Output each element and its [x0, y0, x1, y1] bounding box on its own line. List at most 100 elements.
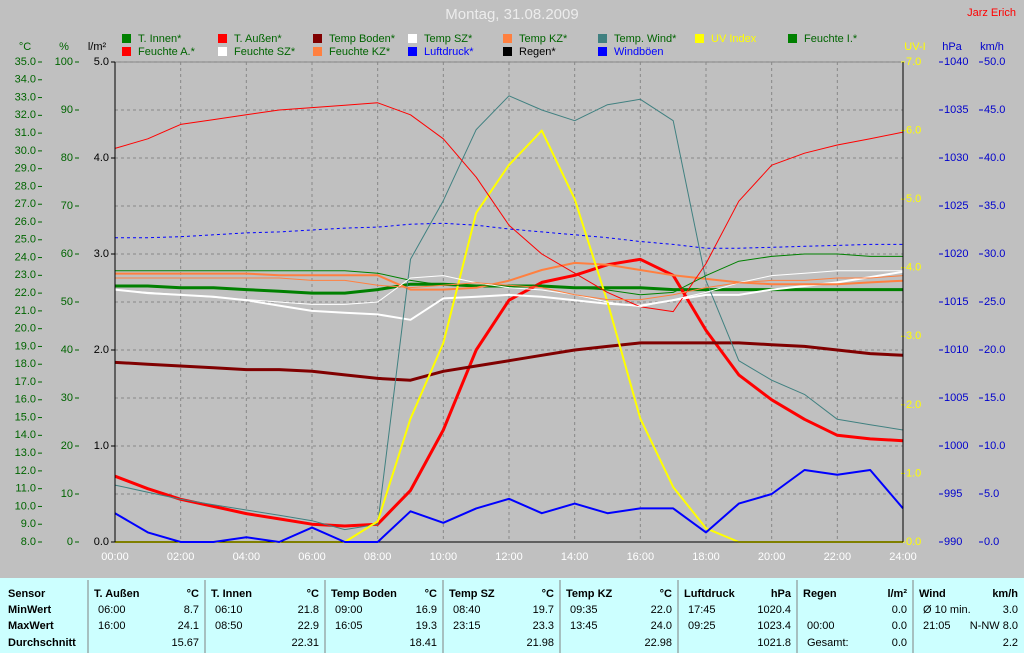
y-tick-label: 80: [61, 152, 73, 164]
y-tick-label: 1025: [944, 200, 968, 212]
legend-swatch: [788, 34, 797, 43]
y-tick-label: 1010: [944, 344, 968, 356]
legend-label: Luftdruck*: [424, 46, 474, 58]
table-cell: 1021.8: [757, 637, 791, 649]
y-tick-label: 20.0: [15, 323, 36, 335]
x-tick-label: 08:00: [364, 551, 392, 563]
legend-label: Feuchte SZ*: [234, 46, 296, 58]
y-tick-label: 9.0: [21, 518, 36, 530]
column-header: Luftdruck: [684, 588, 736, 600]
table-cell: 22.98: [644, 637, 672, 649]
legend-label: Regen*: [519, 46, 556, 58]
x-tick-label: 02:00: [167, 551, 195, 563]
legend-swatch: [122, 34, 131, 43]
table-cell: 08:50: [215, 620, 243, 632]
row-label: MaxWert: [8, 620, 54, 632]
legend-label: Temp. Wind*: [614, 33, 677, 45]
legend-swatch: [313, 47, 322, 56]
y-tick-label: 24.0: [15, 251, 36, 263]
legend-label: Temp SZ*: [424, 33, 473, 45]
y-tick-label: 15.0: [15, 411, 36, 423]
y-tick-label: 0: [67, 536, 73, 548]
y-tick-label: 22.0: [15, 287, 36, 299]
column-unit: °C: [307, 588, 319, 600]
table-cell: 21.8: [298, 604, 319, 616]
table-cell: 16.9: [416, 604, 437, 616]
y-tick-label: 26.0: [15, 216, 36, 228]
legend-label: Feuchte A.*: [138, 46, 196, 58]
legend-swatch: [218, 47, 227, 56]
column-unit: hPa: [771, 588, 792, 600]
table-cell: 15.67: [171, 637, 199, 649]
y-tick-label: 15.0: [984, 392, 1005, 404]
y-tick-label: 25.0: [984, 296, 1005, 308]
y-tick-label: 13.0: [15, 447, 36, 459]
legend-swatch: [598, 34, 607, 43]
axis-title: l/m²: [88, 41, 107, 53]
table-cell: 23.3: [533, 620, 554, 632]
legend-swatch: [408, 47, 417, 56]
column-header: T. Innen: [211, 588, 252, 600]
x-tick-label: 00:00: [101, 551, 129, 563]
legend-swatch: [695, 34, 704, 43]
table-cell: 23:15: [453, 620, 481, 632]
table-cell: 21.98: [526, 637, 554, 649]
y-tick-label: 25.0: [15, 234, 36, 246]
y-tick-label: 29.0: [15, 163, 36, 175]
series-line: [115, 275, 904, 301]
column-unit: °C: [425, 588, 437, 600]
table-cell: 16:00: [98, 620, 126, 632]
table-cell: 19.3: [416, 620, 437, 632]
table-cell: 1023.4: [757, 620, 791, 632]
x-tick-label: 22:00: [824, 551, 852, 563]
y-tick-label: 1020: [944, 248, 968, 260]
table-cell: 0.0: [892, 637, 907, 649]
table-cell: 0.0: [892, 620, 907, 632]
series-line: [114, 270, 904, 321]
series-line: [114, 257, 904, 528]
y-tick-label: 20: [61, 440, 73, 452]
y-tick-label: 1.0: [94, 440, 109, 452]
legend-swatch: [408, 34, 417, 43]
series-line: [114, 469, 904, 543]
y-tick-label: 18.0: [15, 358, 36, 370]
axis-title: km/h: [980, 41, 1004, 53]
table-cell: N-NW 8.0: [970, 620, 1018, 632]
table-cell: 09:25: [688, 620, 716, 632]
y-tick-label: 10.0: [984, 440, 1005, 452]
table-cell: 09:35: [570, 604, 598, 616]
y-tick-label: 30: [61, 392, 73, 404]
table-cell: 08:40: [453, 604, 481, 616]
y-tick-label: 40: [61, 344, 73, 356]
column-unit: l/m²: [887, 588, 907, 600]
row-label: Durchschnitt: [8, 637, 76, 649]
column-unit: °C: [187, 588, 199, 600]
x-tick-label: 06:00: [298, 551, 326, 563]
column-header: Temp KZ: [566, 588, 613, 600]
table-cell: 24.1: [178, 620, 199, 632]
table-header: Sensor: [8, 588, 46, 600]
y-tick-label: 17.0: [15, 376, 36, 388]
table-cell: 22.0: [651, 604, 672, 616]
legend-label: UV Index: [711, 33, 757, 45]
column-header: Temp SZ: [449, 588, 495, 600]
y-tick-label: 1035: [944, 104, 968, 116]
axis-title: %: [59, 41, 69, 53]
y-tick-label: 4.0: [906, 262, 921, 274]
stats-table: Sensor MinWert MaxWert Durchschnitt T. Außen…: [8, 580, 1018, 653]
series-line: [114, 95, 904, 531]
x-tick-label: 12:00: [495, 551, 523, 563]
y-tick-label: 5.0: [94, 56, 109, 68]
chart-title: Montag, 31.08.2009: [445, 6, 578, 23]
y-tick-label: 35.0: [984, 200, 1005, 212]
table-cell: 18.41: [409, 637, 437, 649]
y-tick-label: 3.0: [906, 330, 921, 342]
legend-swatch: [122, 47, 131, 56]
y-tick-label: 5.0: [984, 488, 999, 500]
x-tick-label: 24:00: [889, 551, 917, 563]
y-tick-label: 10: [61, 488, 73, 500]
table-cell: 19.7: [533, 604, 554, 616]
y-tick-label: 31.0: [15, 127, 36, 139]
table-cell: Ø 10 min.: [923, 604, 971, 616]
